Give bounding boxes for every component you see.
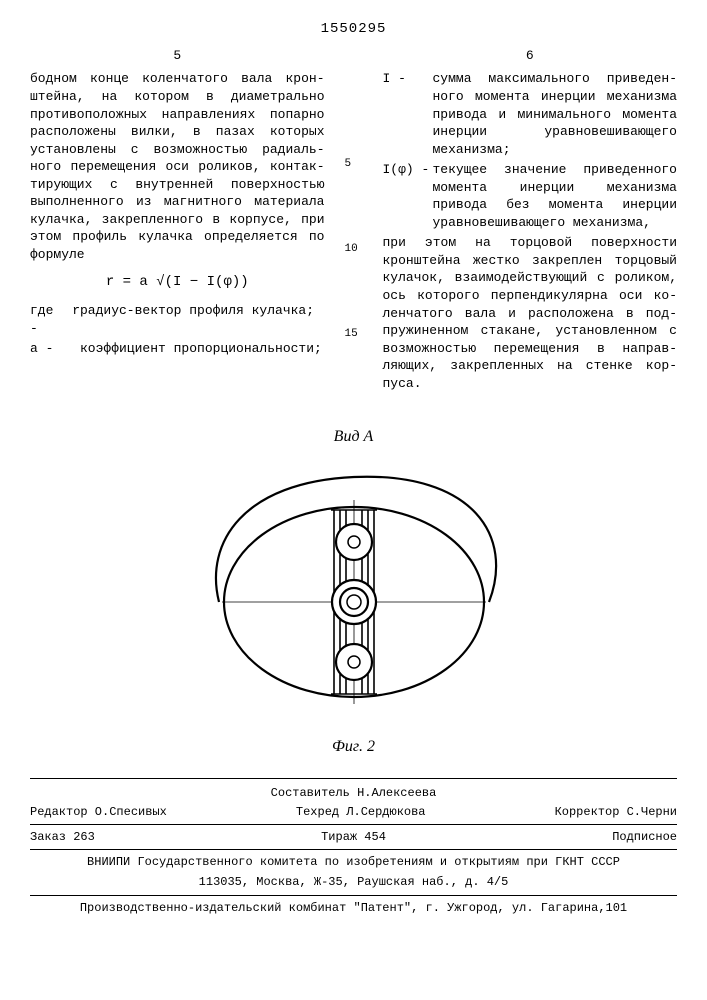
footer-org: ВНИИПИ Государственного комитета по изоб…	[30, 854, 677, 870]
line-number-gutter: 5 10 15	[345, 47, 363, 412]
where-item: I - сумма максимального приведен­ного мо…	[383, 70, 678, 158]
formula: r = a √(I − I(φ))	[30, 273, 325, 292]
left-where-list: где r - радиус-вектор профиля кулач­ка; …	[30, 302, 325, 358]
patent-number: 1550295	[30, 20, 677, 39]
where-sym: a -	[30, 340, 80, 358]
line-mark: 10	[345, 242, 363, 257]
where-item: где r - радиус-вектор профиля кулач­ка;	[30, 302, 325, 337]
where-txt: сумма максимального приведен­ного момент…	[433, 70, 678, 158]
footer: Составитель Н.Алексеева Редактор О.Спеси…	[30, 778, 677, 916]
footer-divider	[30, 895, 677, 896]
figure-bottom-label: Фиг. 2	[30, 736, 677, 758]
footer-cell: Заказ 263	[30, 829, 95, 845]
line-mark: 5	[345, 157, 363, 172]
right-text: при этом на торцовой поверхности кронште…	[383, 234, 678, 392]
footer-cell: Составитель Н.Алексеева	[271, 785, 437, 801]
footer-cell: Редактор О.Спесивых	[30, 804, 167, 820]
footer-divider	[30, 824, 677, 825]
figure-diagram	[184, 452, 524, 732]
footer-cell: Подписное	[612, 829, 677, 845]
footer-divider	[30, 849, 677, 850]
line-mark: 15	[345, 327, 363, 342]
where-sym: I -	[383, 70, 433, 158]
footer-row: Составитель Н.Алексеева	[30, 785, 677, 801]
left-text: бодном конце коленчатого вала крон­штейн…	[30, 70, 325, 263]
where-sym: где r -	[30, 302, 80, 337]
where-item: a - коэффициент пропорциональнос­ти;	[30, 340, 325, 358]
where-sym: I(φ) -	[383, 161, 433, 231]
footer-cell: Тираж 454	[321, 829, 386, 845]
where-item: I(φ) - текущее значение приведенного мом…	[383, 161, 678, 231]
footer-addr: 113035, Москва, Ж-35, Раушская наб., д. …	[30, 874, 677, 890]
footer-printer: Производственно-издательский комбинат "П…	[30, 900, 677, 916]
col-num-left: 5	[30, 47, 325, 65]
right-column: 6 I - сумма максимального приведен­ного …	[383, 47, 678, 412]
left-column: 5 бодном конце коленчатого вала крон­ште…	[30, 47, 325, 412]
footer-cell: Корректор С.Черни	[555, 804, 677, 820]
footer-cell: Техред Л.Сердюкова	[296, 804, 426, 820]
figure-top-label: Вид A	[30, 426, 677, 448]
right-where-list: I - сумма максимального приведен­ного мо…	[383, 70, 678, 231]
text-columns: 5 бодном конце коленчатого вала крон­ште…	[30, 47, 677, 412]
where-txt: радиус-вектор профиля кулач­ка;	[80, 302, 325, 337]
footer-row: Редактор О.Спесивых Техред Л.Сердюкова К…	[30, 804, 677, 820]
figure-block: Вид A Фиг. 2	[30, 426, 677, 757]
where-txt: коэффициент пропорциональнос­ти;	[80, 340, 325, 358]
col-num-right: 6	[383, 47, 678, 65]
where-txt: текущее значение приведенного момента ин…	[433, 161, 678, 231]
footer-row: Заказ 263 Тираж 454 Подписное	[30, 829, 677, 845]
